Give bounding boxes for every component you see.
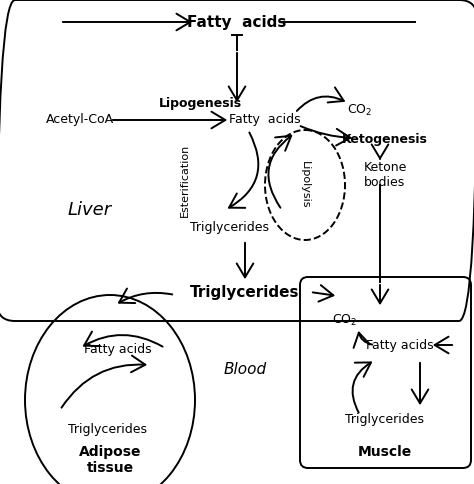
Text: Triglycerides: Triglycerides <box>190 285 300 300</box>
Text: Muscle: Muscle <box>358 445 412 459</box>
Text: Esterification: Esterification <box>180 143 190 217</box>
Text: Ketone
bodies: Ketone bodies <box>363 161 407 189</box>
Text: Liver: Liver <box>68 201 112 219</box>
Text: Lipogenesis: Lipogenesis <box>158 96 242 109</box>
Text: Triglycerides: Triglycerides <box>346 413 425 426</box>
Text: Fatty  acids: Fatty acids <box>187 15 287 30</box>
Text: Triglycerides: Triglycerides <box>69 424 147 437</box>
Text: Acetyl-CoA: Acetyl-CoA <box>46 114 114 126</box>
Text: Ketogenesis: Ketogenesis <box>342 134 428 147</box>
Text: Fatty acids: Fatty acids <box>84 344 152 357</box>
Text: CO$_2$: CO$_2$ <box>332 313 358 328</box>
Text: CO$_2$: CO$_2$ <box>347 103 373 118</box>
Text: Fatty acids: Fatty acids <box>366 338 434 351</box>
Text: Fatty  acids: Fatty acids <box>229 114 301 126</box>
Text: Blood: Blood <box>223 363 266 378</box>
Text: Triglycerides: Triglycerides <box>191 222 270 235</box>
Text: Lipolysis: Lipolysis <box>300 161 310 209</box>
Text: Adipose
tissue: Adipose tissue <box>79 445 141 475</box>
